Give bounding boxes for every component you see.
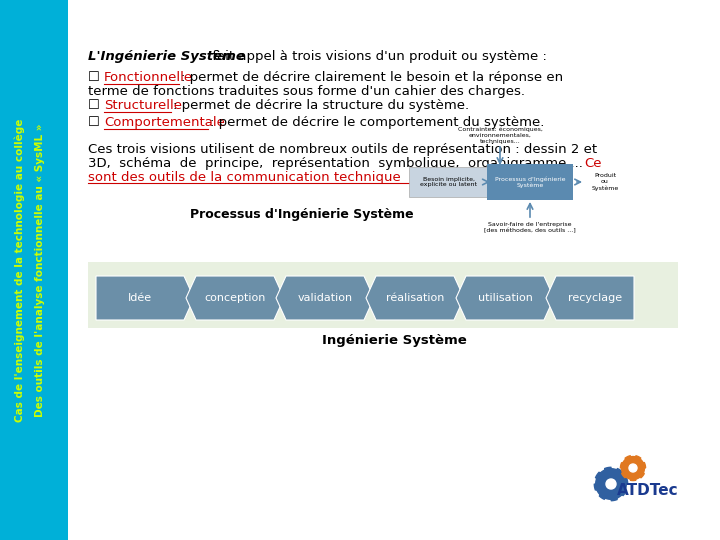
Text: terme de fonctions traduites sous forme d'un cahier des charges.: terme de fonctions traduites sous forme … [88, 85, 525, 98]
Text: conception: conception [204, 293, 266, 303]
Text: L'Ingénierie Système: L'Ingénierie Système [88, 50, 245, 63]
FancyBboxPatch shape [0, 0, 68, 540]
Polygon shape [546, 276, 634, 320]
Text: recyclage: recyclage [568, 293, 622, 303]
Text: ☐: ☐ [88, 99, 100, 112]
FancyBboxPatch shape [88, 262, 678, 328]
Text: 3D,  schéma  de  principe,  représentation  symbolique,  organigramme....: 3D, schéma de principe, représentation s… [88, 157, 591, 170]
Text: Cas de l'enseignement de la technologie au collège: Cas de l'enseignement de la technologie … [14, 118, 25, 422]
Text: Structurelle: Structurelle [104, 99, 182, 112]
Text: validation: validation [297, 293, 353, 303]
Text: Ce: Ce [584, 157, 601, 170]
Polygon shape [621, 456, 646, 481]
Text: ..: .. [425, 171, 433, 184]
Text: Idée: Idée [128, 293, 152, 303]
Text: Processus d'Ingénierie
Système: Processus d'Ingénierie Système [495, 176, 565, 188]
Text: Des outils de l'analyse fonctionnelle au « SysML »: Des outils de l'analyse fonctionnelle au… [35, 123, 45, 417]
FancyBboxPatch shape [409, 167, 489, 197]
Polygon shape [594, 467, 628, 501]
Text: réalisation: réalisation [386, 293, 444, 303]
Text: : permet de décrire le comportement du système.: : permet de décrire le comportement du s… [210, 116, 544, 129]
Text: utilisation: utilisation [477, 293, 532, 303]
Polygon shape [276, 276, 374, 320]
FancyBboxPatch shape [487, 164, 573, 200]
Circle shape [629, 464, 637, 472]
Polygon shape [186, 276, 284, 320]
Text: ☐: ☐ [88, 116, 100, 129]
Text: fait appel à trois visions d'un produit ou système :: fait appel à trois visions d'un produit … [208, 50, 547, 63]
Text: sont des outils de la communication technique: sont des outils de la communication tech… [88, 171, 401, 184]
Text: ATDTec: ATDTec [617, 483, 679, 498]
Text: Processus d'Ingénierie Système: Processus d'Ingénierie Système [190, 208, 413, 221]
Text: Produit
ou
Système: Produit ou Système [591, 173, 618, 191]
Text: Comportementale: Comportementale [104, 116, 225, 129]
Polygon shape [366, 276, 464, 320]
Text: ☐: ☐ [88, 71, 100, 84]
Text: Contraintes: économiques,
environnementales,
techniques...: Contraintes: économiques, environnementa… [458, 127, 542, 144]
Text: Ingénierie Système: Ingénierie Système [322, 334, 467, 347]
Text: : permet de décrire clairement le besoin et la réponse en: : permet de décrire clairement le besoin… [181, 71, 563, 84]
Text: Ces trois visions utilisent de nombreux outils de représentation : dessin 2 et: Ces trois visions utilisent de nombreux … [88, 143, 597, 156]
FancyBboxPatch shape [68, 0, 720, 540]
Circle shape [606, 479, 616, 489]
Text: Besoin implicite,
explicite ou latent: Besoin implicite, explicite ou latent [420, 177, 477, 187]
Text: Savoir-faire de l'entreprise
[des méthodes, des outils ...]: Savoir-faire de l'entreprise [des méthod… [484, 222, 576, 233]
Polygon shape [96, 276, 194, 320]
Text: Fonctionnelle: Fonctionnelle [104, 71, 193, 84]
Text: : permet de décrire la structure du système.: : permet de décrire la structure du syst… [173, 99, 469, 112]
Polygon shape [456, 276, 554, 320]
